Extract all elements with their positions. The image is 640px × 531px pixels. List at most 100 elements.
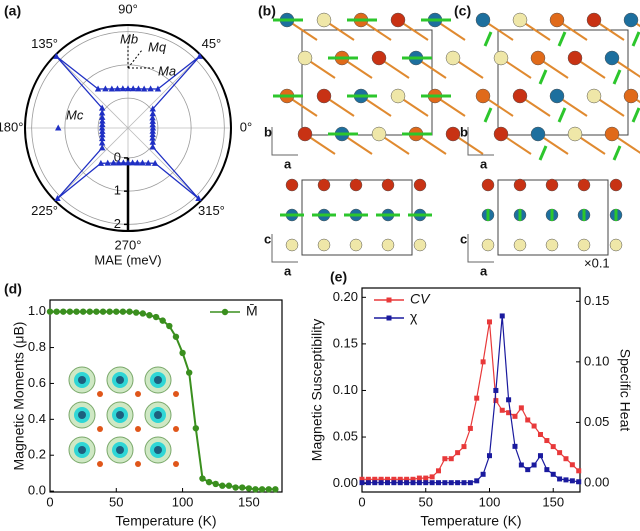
- marker: [416, 480, 422, 486]
- atom: [475, 12, 491, 28]
- marker: [199, 475, 206, 482]
- x-axis-label: MAE (meV): [94, 252, 161, 267]
- marker: [232, 484, 239, 491]
- marker: [518, 405, 524, 411]
- marker: [106, 308, 113, 315]
- atom: [317, 178, 331, 192]
- y-tick-label: 0.2: [28, 447, 46, 462]
- y-tick-label: 1.0: [28, 303, 46, 318]
- marker: [404, 476, 410, 482]
- marker: [410, 476, 416, 482]
- marker: [149, 110, 156, 117]
- atom: [349, 178, 363, 192]
- marker: [448, 456, 454, 462]
- marker: [461, 444, 467, 450]
- axis-arrows: [271, 127, 298, 156]
- atom: [481, 178, 495, 192]
- marker: [55, 124, 62, 131]
- legend-label: CV: [410, 291, 431, 307]
- marker: [195, 194, 202, 201]
- y2-tick-label: 0.10: [584, 353, 609, 368]
- marker: [149, 105, 156, 112]
- atom: [549, 12, 565, 28]
- series-line: [362, 315, 579, 484]
- marker: [531, 462, 537, 468]
- marker: [563, 456, 569, 462]
- atom: [623, 12, 639, 28]
- angle-label: 225°: [31, 203, 58, 218]
- marker: [124, 85, 132, 92]
- y-tick-label: 0.20: [333, 289, 358, 304]
- atom: [135, 426, 141, 432]
- marker: [429, 480, 435, 486]
- angle-label: 180°: [0, 119, 23, 134]
- inset-image: [68, 366, 179, 467]
- x-tick-label: 100: [479, 494, 501, 509]
- marker: [474, 478, 480, 484]
- marker: [429, 474, 435, 480]
- axis-name: a: [480, 263, 488, 278]
- marker: [265, 486, 272, 493]
- marker: [467, 480, 473, 486]
- marker: [384, 480, 390, 486]
- marker: [569, 478, 575, 484]
- r-tick-label: 1: [114, 183, 121, 198]
- structure-image: [467, 12, 640, 263]
- angle-label: 135°: [31, 36, 58, 51]
- marker: [99, 113, 106, 120]
- marker: [499, 313, 505, 319]
- spin: [631, 107, 640, 123]
- marker: [149, 127, 156, 134]
- atom: [586, 88, 602, 104]
- marker: [126, 308, 133, 315]
- marker: [384, 476, 390, 482]
- atom: [78, 411, 86, 419]
- atom: [586, 12, 602, 28]
- y2-axis-label: Specific Heat: [617, 349, 633, 432]
- atom: [317, 238, 331, 252]
- marker: [239, 484, 246, 491]
- marker: [120, 159, 127, 166]
- marker: [149, 124, 157, 131]
- marker: [467, 425, 473, 431]
- x-tick-label: 100: [172, 494, 194, 509]
- marker: [563, 477, 569, 483]
- atom: [154, 446, 162, 454]
- marker: [98, 139, 106, 146]
- atom: [78, 446, 86, 454]
- marker: [404, 480, 410, 486]
- annotation: Mq: [148, 39, 167, 54]
- atom: [623, 88, 639, 104]
- axis-name: a: [284, 156, 292, 171]
- cell: [497, 29, 629, 136]
- marker: [134, 159, 141, 166]
- x-tick-label: 50: [419, 494, 433, 509]
- marker: [397, 480, 403, 486]
- y-axis-label: Magnetic Susceptibility: [309, 319, 325, 461]
- spoke: [54, 54, 129, 129]
- atom: [316, 12, 332, 28]
- marker: [550, 471, 556, 477]
- atom: [371, 126, 387, 142]
- angle-label: 0°: [240, 119, 252, 134]
- x-tick-label: 50: [109, 494, 123, 509]
- marker: [97, 159, 105, 166]
- marker: [525, 417, 531, 423]
- atom: [371, 50, 387, 66]
- atom: [545, 178, 559, 192]
- marker: [442, 480, 448, 486]
- marker: [512, 443, 518, 449]
- marker: [196, 52, 203, 59]
- marker: [53, 308, 60, 315]
- y-tick-label: 0.0: [28, 483, 46, 498]
- atom: [549, 88, 565, 104]
- marker: [102, 85, 109, 92]
- marker: [108, 85, 116, 92]
- y-tick-label: 0.00: [333, 475, 358, 490]
- marker: [245, 485, 253, 492]
- marker: [149, 121, 156, 128]
- r-tick-label: 2: [114, 216, 121, 231]
- y-tick-label: 0.10: [333, 382, 358, 397]
- marker: [110, 159, 117, 166]
- marker: [99, 127, 106, 134]
